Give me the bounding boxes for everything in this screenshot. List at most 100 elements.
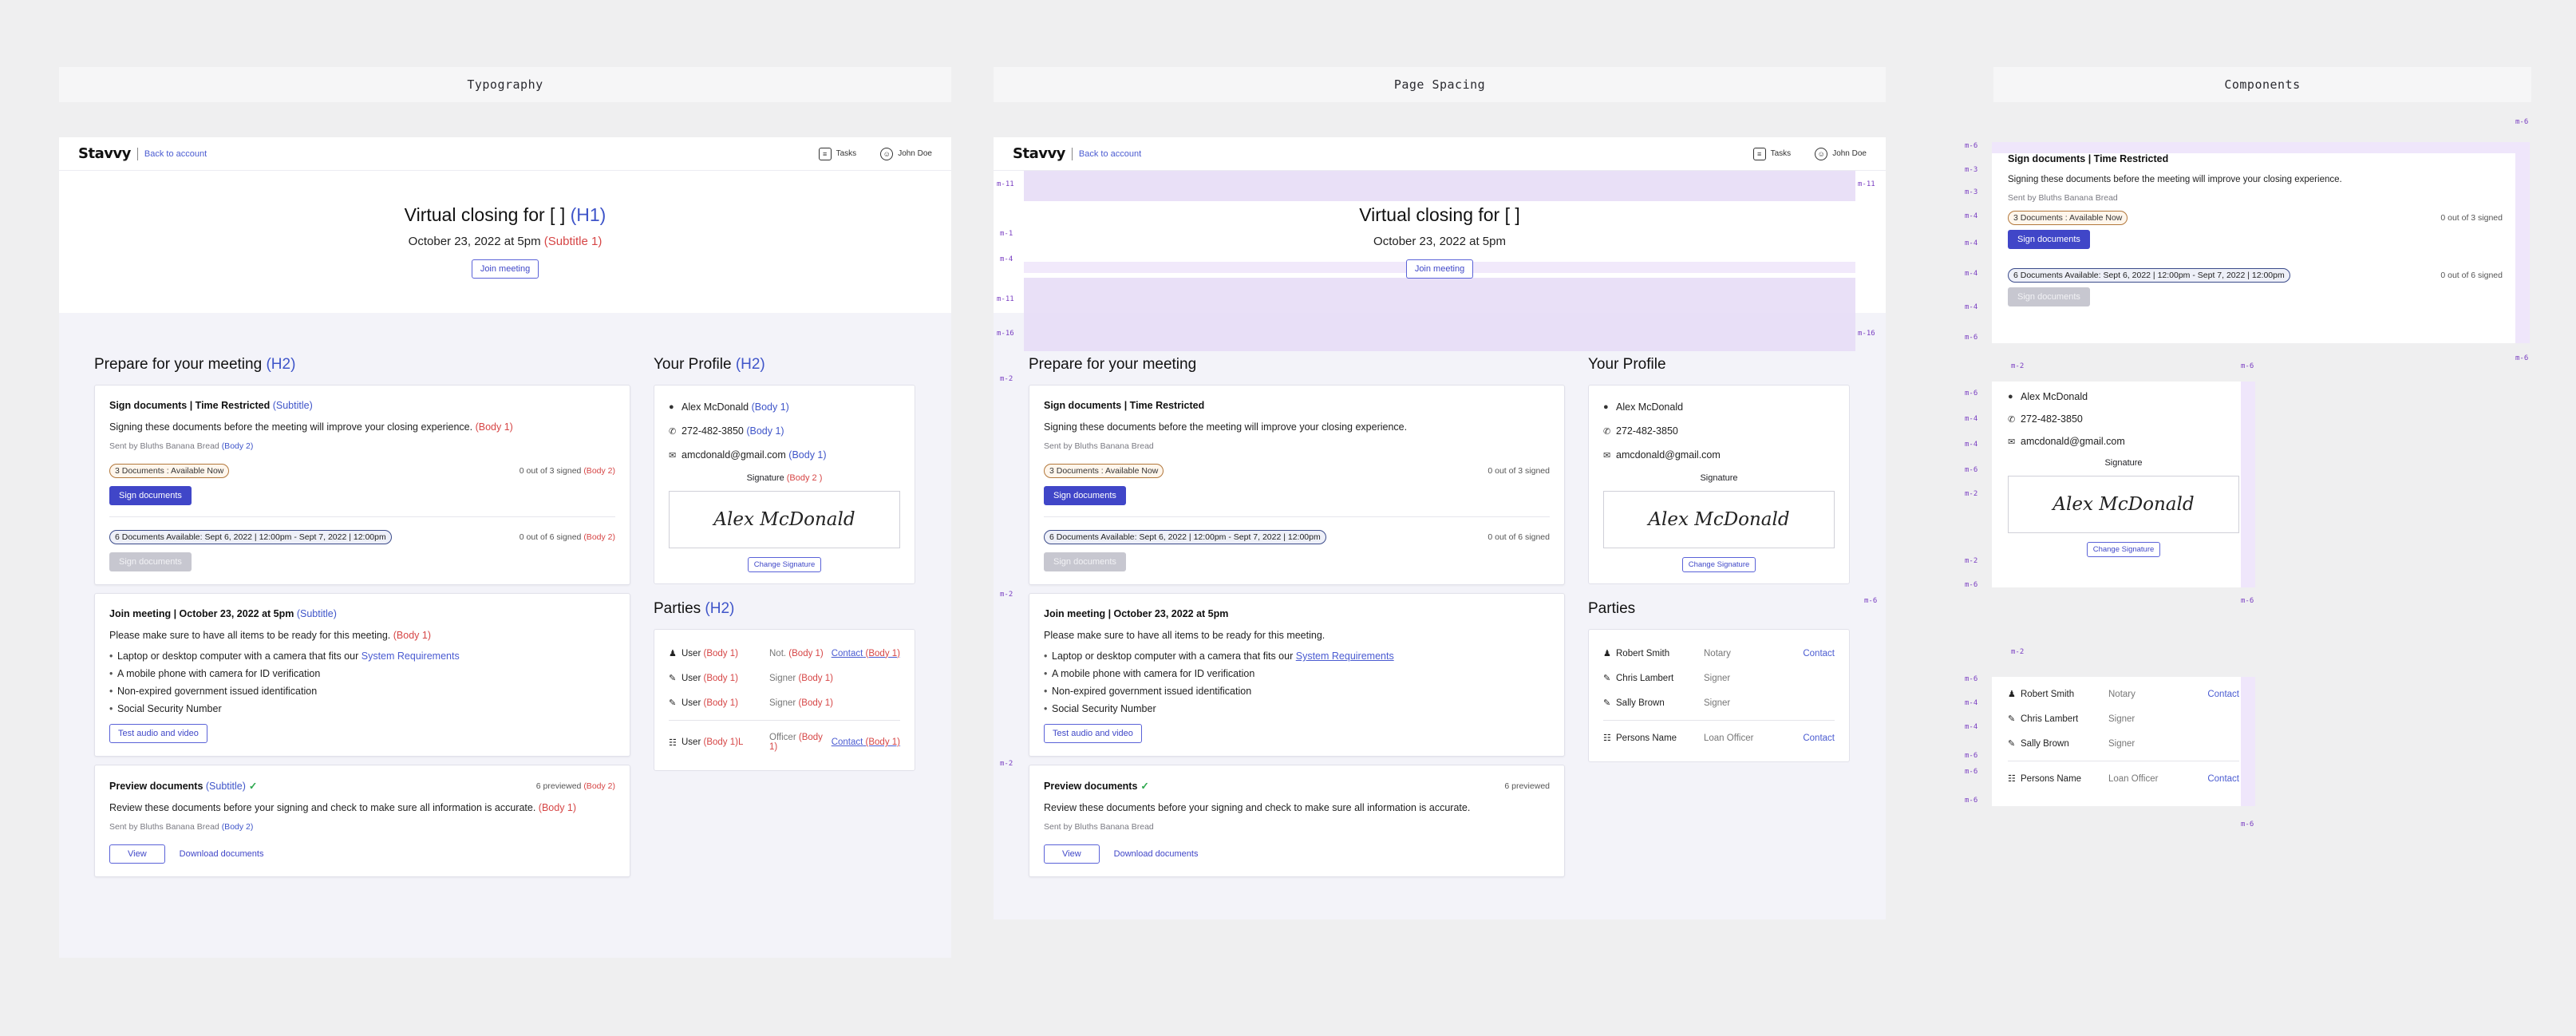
back-link[interactable]: Back to account xyxy=(1078,148,1142,159)
spacing-marker: m-6 xyxy=(2241,820,2254,828)
contact-link[interactable]: Contact (Body 1) xyxy=(831,737,900,747)
parties-heading: Parties (H2) xyxy=(654,600,735,617)
user-nav[interactable]: ☺ John Doe xyxy=(880,147,932,160)
top-bar: Stavvy Back to account ≡ Tasks ☺ John Doe xyxy=(994,137,1886,171)
spacing-marker: m-6 xyxy=(1965,797,1978,805)
parties-card: ♟ User (Body 1) Not. (Body 1) Contact (Body… xyxy=(654,629,915,771)
group-icon: ☷ xyxy=(1603,734,1611,743)
contact-link[interactable]: Contact xyxy=(2207,689,2239,699)
preview-documents-card: Preview documents ✓ 6 previewed Review the… xyxy=(1029,765,1565,877)
profile-heading: Your Profile (H2) xyxy=(654,356,765,373)
stamp-icon: ♟ xyxy=(2008,690,2016,699)
profile-heading: Your Profile xyxy=(1588,356,1666,373)
spacing-marker: m-6 xyxy=(2241,597,2254,605)
download-documents-link[interactable]: Download documents xyxy=(179,849,264,859)
spacing-marker: m-4 xyxy=(1965,270,1978,278)
sign-documents-button[interactable]: Sign documents xyxy=(109,486,192,505)
hero: Virtual closing for [ ] October 23, 2022… xyxy=(994,171,1886,313)
join-meeting-button[interactable]: Join meeting xyxy=(1405,259,1474,279)
spacing-marker: m-6 xyxy=(1965,675,1978,683)
test-audio-button[interactable]: Test audio and video xyxy=(1044,724,1142,743)
spacing-marker: m-6 xyxy=(2241,362,2254,370)
spacing-marker: m-11 xyxy=(997,295,1014,303)
spacing-frame: Stavvy Back to account ≡ Tasks ☺ John Doe … xyxy=(994,137,1886,919)
spacing-marker: m-6 xyxy=(1965,752,1978,760)
back-link[interactable]: Back to account xyxy=(144,148,207,159)
tasks-nav[interactable]: ≡ Tasks xyxy=(818,147,856,160)
prepare-heading: Prepare for your meeting (H2) xyxy=(94,356,296,373)
view-button[interactable]: View xyxy=(1044,844,1100,864)
spacing-marker: m-6 xyxy=(1864,597,1878,605)
spacing-marker: m-4 xyxy=(1000,255,1013,263)
spacing-marker: m-6 xyxy=(1965,389,1978,397)
sign-documents-card: Sign documents | Time Restricted (Subtit… xyxy=(94,385,630,585)
spacing-marker: m-1 xyxy=(1000,230,1013,238)
sign-documents-card: Sign documents | Time Restricted Signing… xyxy=(1029,385,1565,585)
sign-documents-disabled-button: Sign documents xyxy=(2008,287,2090,306)
sign-documents-disabled-button: Sign documents xyxy=(109,552,192,571)
pen-icon: ✎ xyxy=(1603,698,1611,708)
signature-box: Alex McDonald xyxy=(669,491,900,548)
spacing-marker: m-2 xyxy=(1000,375,1013,383)
signature-box: Alex McDonald xyxy=(2008,476,2239,533)
group-icon: ☷ xyxy=(669,737,677,748)
system-requirements-link[interactable]: System Requirements xyxy=(361,650,460,662)
top-bar: Stavvy Back to account ≡ Tasks ☺ John Doe xyxy=(59,137,951,171)
user-icon: ☺ xyxy=(880,147,894,160)
parties-component: ♟ Robert Smith Notary Contact ✎ Chris Lamber… xyxy=(1992,677,2255,806)
pen-icon: ✎ xyxy=(669,674,677,683)
sign-documents-disabled-button: Sign documents xyxy=(1044,552,1126,571)
view-button[interactable]: View xyxy=(109,844,165,864)
sign-documents-button[interactable]: Sign documents xyxy=(1044,486,1126,505)
test-audio-button[interactable]: Test audio and video xyxy=(109,724,207,743)
download-documents-link[interactable]: Download documents xyxy=(1113,849,1199,859)
change-signature-button[interactable]: Change Signature xyxy=(1681,557,1756,572)
check-icon: ✓ xyxy=(1140,781,1149,792)
preview-documents-card: Preview documents (Subtitle) ✓ 6 previewed… xyxy=(94,765,630,877)
list-item: Social Security Number xyxy=(109,700,615,718)
meeting-date: October 23, 2022 at 5pm (Subtitle 1) xyxy=(408,235,603,248)
user-icon: ● xyxy=(2008,392,2013,401)
spacing-marker: m-4 xyxy=(1965,723,1978,731)
party-row: ✎ User (Body 1) Signer (Body 1) xyxy=(669,673,833,684)
spacing-marker: m-6 xyxy=(2515,354,2529,362)
mail-icon: ✉ xyxy=(2008,437,2016,447)
list-item: Laptop or desktop computer with a camera… xyxy=(109,647,615,665)
spacing-marker: m-3 xyxy=(1965,166,1978,174)
sign-documents-component: Sign documents | Time Restricted Signing… xyxy=(1992,142,2530,343)
group-icon: ☷ xyxy=(2008,774,2016,784)
spacing-marker: m-4 xyxy=(1965,239,1978,247)
user-label: John Doe xyxy=(898,149,932,158)
user-icon: ● xyxy=(1603,402,1609,412)
user-nav[interactable]: ☺ John Doe xyxy=(1815,147,1867,160)
page-title: Virtual closing for [ ] xyxy=(1359,204,1520,225)
spacing-marker: m-2 xyxy=(1965,490,1978,498)
system-requirements-link[interactable]: System Requirements xyxy=(1295,650,1394,662)
clipboard-icon: ≡ xyxy=(1752,147,1766,160)
contact-link[interactable]: Contact xyxy=(1803,733,1835,743)
profile-card: ● Alex McDonald (Body 1) ✆ 272-482-3850 (B… xyxy=(654,385,915,584)
tasks-nav[interactable]: ≡ Tasks xyxy=(1752,147,1791,160)
user-icon: ☺ xyxy=(1815,147,1828,160)
profile-card: ● Alex McDonald ✆ 272-482-3850 ✉ amcdonald@… xyxy=(1588,385,1850,584)
spacing-marker: m-2 xyxy=(1000,760,1013,768)
parties-card: ♟ Robert Smith Notary Contact ✎ Chris Lamber… xyxy=(1588,629,1850,762)
spacing-marker: m-4 xyxy=(1965,699,1978,707)
contact-link[interactable]: Contact xyxy=(1803,648,1835,658)
logo: Stavvy xyxy=(78,145,131,162)
stamp-icon: ♟ xyxy=(669,649,677,658)
party-row: ✎ User (Body 1) Signer (Body 1) xyxy=(669,698,833,709)
section-header-components: Components xyxy=(1993,67,2531,102)
spacing-marker: m-2 xyxy=(1000,591,1013,599)
contact-link[interactable]: Contact (Body 1) xyxy=(831,648,900,658)
profile-component: ● Alex McDonald ✆ 272-482-3850 ✉ amcdonald@… xyxy=(1992,382,2255,587)
pen-icon: ✎ xyxy=(2008,714,2016,724)
contact-link[interactable]: Contact xyxy=(2207,773,2239,784)
change-signature-button[interactable]: Change Signature xyxy=(2086,542,2161,557)
sign-documents-button[interactable]: Sign documents xyxy=(2008,230,2090,249)
join-meeting-button[interactable]: Join meeting xyxy=(471,259,539,279)
pen-icon: ✎ xyxy=(2008,739,2016,749)
phone-icon: ✆ xyxy=(669,426,677,437)
spacing-marker: m-2 xyxy=(1965,557,1978,565)
change-signature-button[interactable]: Change Signature xyxy=(747,557,822,572)
